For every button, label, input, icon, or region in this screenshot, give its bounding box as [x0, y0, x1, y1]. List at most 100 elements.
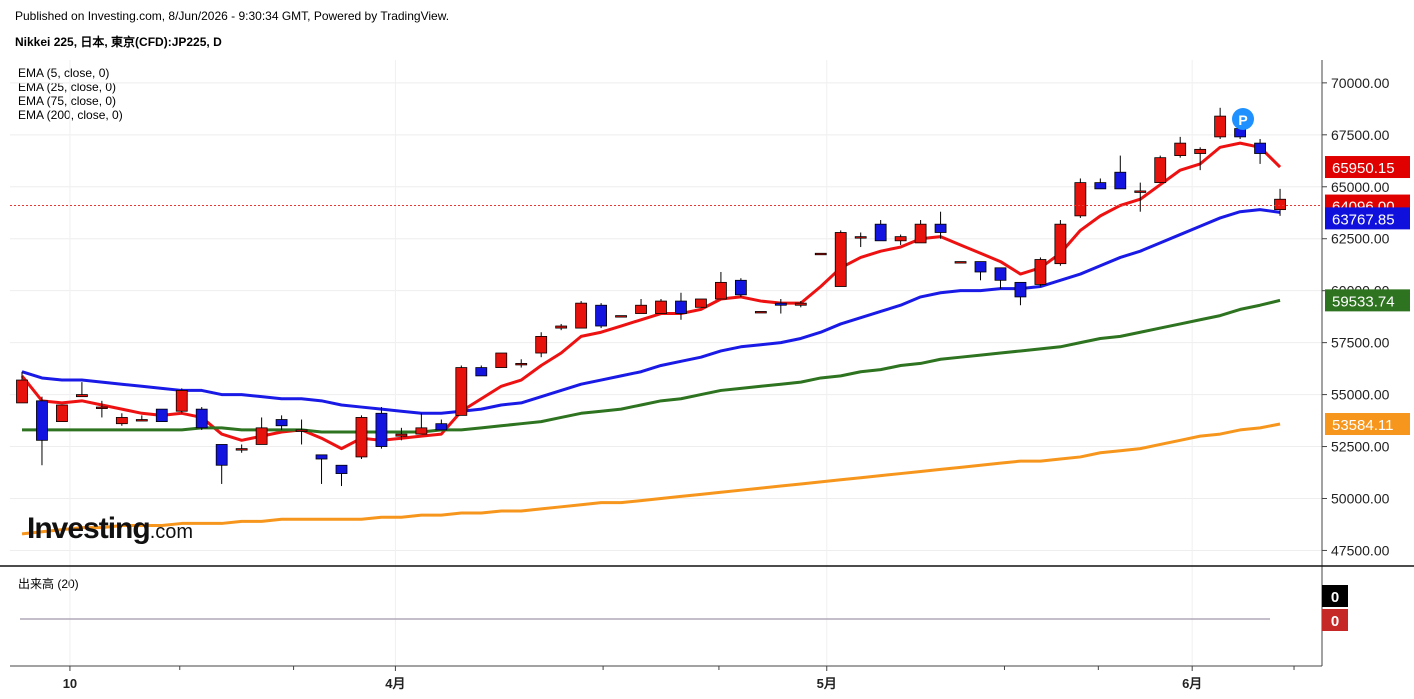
ema-line-ema200 [21, 422, 1281, 536]
candle-body [794, 302, 807, 306]
candle-body [155, 408, 168, 423]
value-label-ema75: 59533.74 [1332, 293, 1395, 310]
p-marker-letter: P [1238, 112, 1247, 128]
candle-body [1054, 223, 1067, 265]
candle-body [1214, 115, 1227, 138]
x-tick-label: 6月 [1182, 676, 1202, 691]
candle-body [535, 335, 548, 354]
candle-body [814, 252, 827, 256]
value-label-ema5: 65950.15 [1332, 160, 1395, 177]
candle-body [1254, 142, 1266, 154]
candle-body [734, 279, 747, 296]
candle-body [695, 298, 707, 308]
candle-body [1154, 157, 1167, 184]
logo-name: Investing [27, 512, 151, 545]
y-tick-label: 47500.00 [1331, 542, 1390, 558]
candle-body [295, 429, 308, 432]
candle-body [76, 394, 88, 398]
candle-body [255, 427, 268, 445]
candle-body [774, 302, 787, 306]
candle-body [715, 281, 727, 300]
volume-value-label: 0 [1331, 613, 1339, 630]
volume-pane-label: 出来高 (20) [18, 577, 79, 591]
legend-ema75[interactable]: EMA (75, close, 0) [18, 94, 117, 108]
candle-body [754, 311, 767, 314]
candle-body [1174, 142, 1187, 156]
y-tick-label: 62500.00 [1331, 231, 1390, 247]
candle-body [635, 304, 647, 314]
candle-body [934, 223, 947, 233]
candle-body [275, 419, 288, 427]
candle-body [175, 390, 188, 412]
investing-logo: Investing.com [27, 512, 193, 546]
candle-body [455, 367, 468, 416]
value-label-bg [1325, 156, 1410, 179]
candle-body [36, 400, 48, 441]
y-tick-label: 65000.00 [1331, 179, 1390, 195]
candle-body [595, 304, 608, 327]
candle-body [315, 454, 328, 460]
candle-body [95, 406, 108, 409]
y-tick-label: 52500.00 [1331, 439, 1390, 455]
candle-body [475, 367, 488, 377]
ema-line-ema25 [21, 208, 1281, 415]
candle-body [615, 315, 627, 318]
candle-body [235, 448, 248, 451]
candle-body [495, 352, 508, 368]
candle-body [1094, 182, 1107, 190]
published-line: Published on Investing.com, 8/Jun/2026 -… [15, 9, 450, 23]
candle-body [894, 236, 907, 242]
instrument-title: Nikkei 225, 日本, 東京(CFD):JP225, D [15, 35, 222, 49]
x-tick-label: 4月 [385, 676, 405, 691]
grid [10, 60, 1322, 666]
candles [16, 107, 1286, 487]
logo-suffix: .com [149, 521, 194, 543]
candle-body [1194, 148, 1207, 154]
candle-body [135, 419, 148, 422]
candle-body [974, 261, 987, 273]
value-label-bg [1325, 207, 1410, 230]
candle-body [555, 325, 568, 329]
candle-body [575, 302, 588, 329]
candle-body [375, 412, 388, 447]
y-tick-label: 67500.00 [1331, 127, 1390, 143]
candle-body [195, 408, 208, 429]
candle-body [1274, 198, 1286, 211]
candle-body [115, 417, 128, 425]
candle-body [914, 223, 927, 244]
y-tick-label: 50000.00 [1331, 490, 1390, 506]
candle-body [675, 300, 687, 314]
candle-body [854, 236, 867, 239]
candle-body [1114, 171, 1127, 190]
y-tick-label: 57500.00 [1331, 335, 1390, 351]
y-tick-label: 70000.00 [1331, 75, 1390, 91]
value-label-ema200: 53584.11 [1332, 417, 1393, 434]
candle-body [874, 223, 887, 242]
candle-body [56, 404, 68, 423]
candle-body [834, 232, 847, 287]
volume-value-bg [1322, 585, 1348, 607]
legend-ema5[interactable]: EMA (5, close, 0) [18, 66, 110, 80]
y-tick-label: 55000.00 [1331, 387, 1390, 403]
candle-body [655, 300, 667, 314]
candle-body [1074, 182, 1087, 217]
candle-body [1034, 259, 1047, 285]
axes: 70000.0067500.0065000.0062500.0060000.00… [0, 60, 1414, 691]
value-label-ema25: 63767.85 [1332, 211, 1395, 228]
candle-body [16, 379, 28, 404]
candle-body [515, 363, 528, 366]
ema-lines [20, 141, 1282, 536]
legend-ema25[interactable]: EMA (25, close, 0) [18, 80, 117, 94]
candle-body [215, 444, 228, 466]
candle-body [1134, 190, 1147, 193]
volume-value-label: 0 [1331, 589, 1339, 606]
x-tick-label: 10 [63, 676, 77, 691]
ema-line-ema75 [22, 298, 1281, 434]
ema-line-ema5 [20, 141, 1282, 451]
candle-body [1014, 281, 1027, 298]
volume-value-bg [1322, 609, 1348, 631]
candle-body [355, 417, 368, 458]
value-label-bg [1325, 289, 1410, 312]
p-marker-icon [1232, 108, 1254, 130]
